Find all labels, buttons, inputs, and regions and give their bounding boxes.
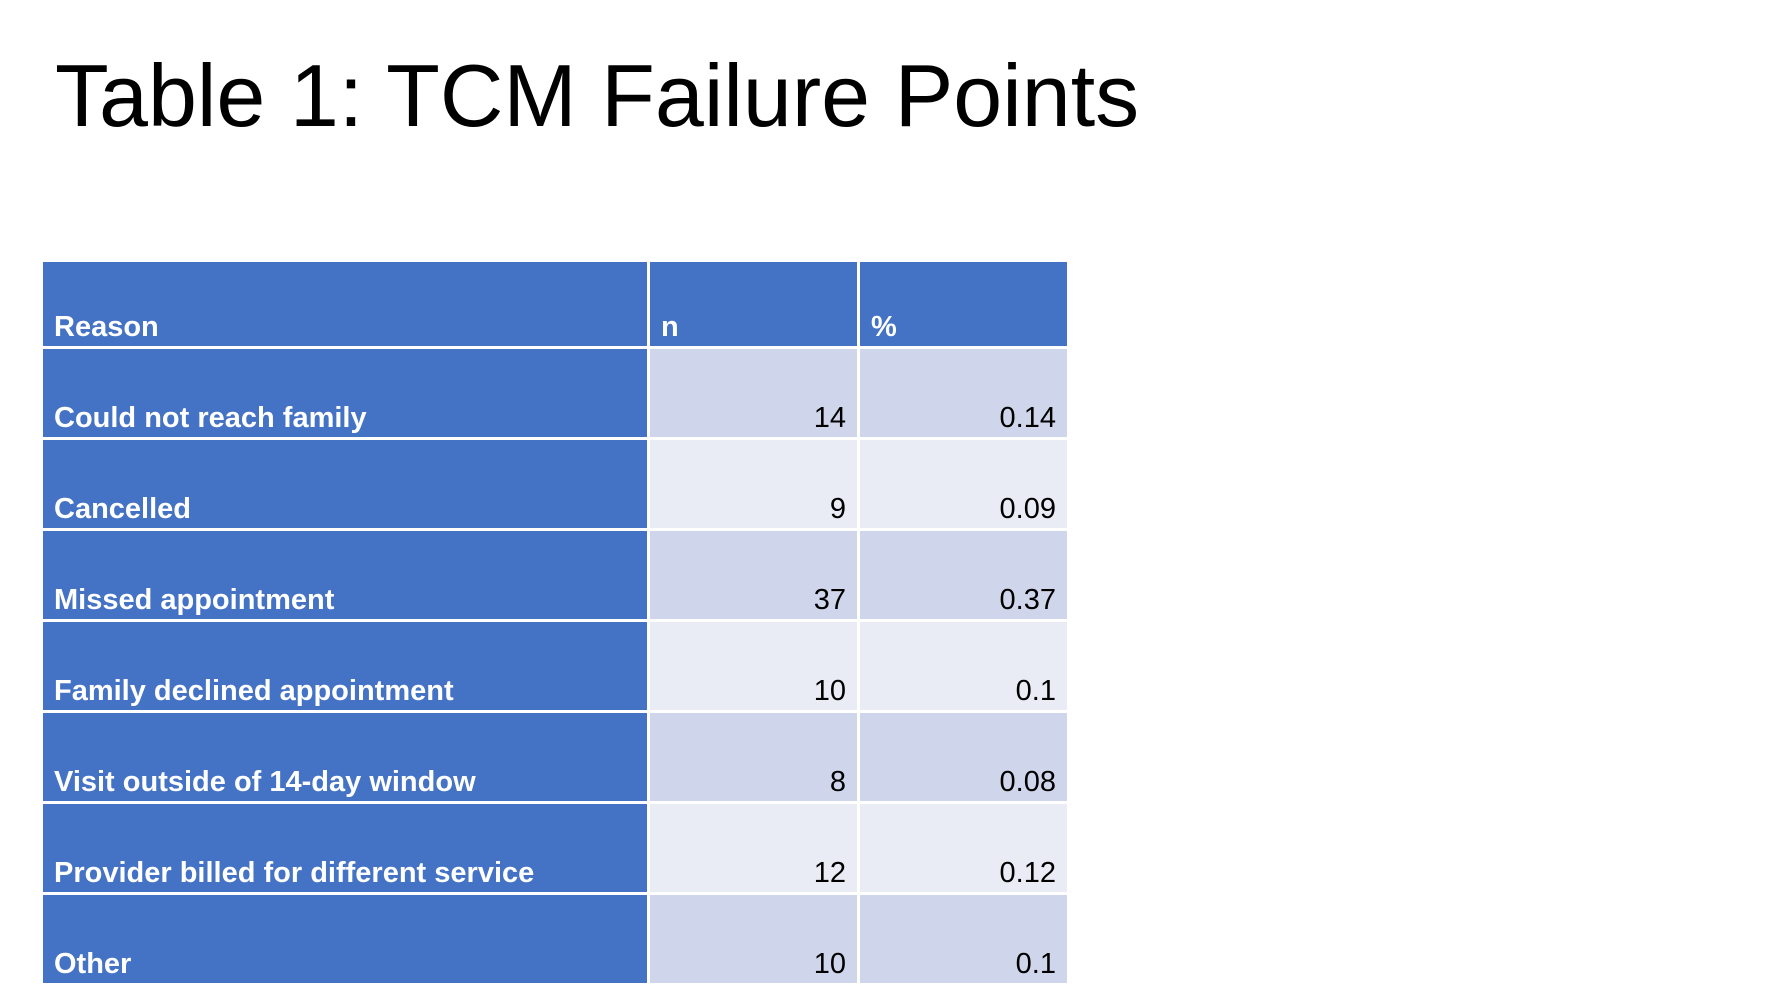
table-row: Visit outside of 14-day window 8 0.08 <box>43 713 1067 801</box>
count-cell: 14 <box>650 349 857 437</box>
table-row: Cancelled 9 0.09 <box>43 440 1067 528</box>
table-row: Family declined appointment 10 0.1 <box>43 622 1067 710</box>
percent-cell: 0.08 <box>860 713 1067 801</box>
percent-cell: 0.37 <box>860 531 1067 619</box>
percent-cell: 0.1 <box>860 622 1067 710</box>
failure-points-table: Reason n % Could not reach family 14 0.1… <box>40 259 1070 986</box>
percent-cell: 0.14 <box>860 349 1067 437</box>
percent-cell: 0.1 <box>860 895 1067 983</box>
reason-cell: Could not reach family <box>43 349 647 437</box>
reason-cell: Family declined appointment <box>43 622 647 710</box>
count-cell: 8 <box>650 713 857 801</box>
count-cell: 9 <box>650 440 857 528</box>
reason-cell: Provider billed for different service <box>43 804 647 892</box>
page-title: Table 1: TCM Failure Points <box>55 46 1140 145</box>
table-row: Other 10 0.1 <box>43 895 1067 983</box>
table-row: Missed appointment 37 0.37 <box>43 531 1067 619</box>
column-header-percent: % <box>860 262 1067 346</box>
percent-cell: 0.09 <box>860 440 1067 528</box>
reason-cell: Other <box>43 895 647 983</box>
count-cell: 12 <box>650 804 857 892</box>
count-cell: 37 <box>650 531 857 619</box>
table-row: Could not reach family 14 0.14 <box>43 349 1067 437</box>
column-header-n: n <box>650 262 857 346</box>
table-header-row: Reason n % <box>43 262 1067 346</box>
count-cell: 10 <box>650 622 857 710</box>
reason-cell: Missed appointment <box>43 531 647 619</box>
percent-cell: 0.12 <box>860 804 1067 892</box>
column-header-reason: Reason <box>43 262 647 346</box>
reason-cell: Visit outside of 14-day window <box>43 713 647 801</box>
table-row: Provider billed for different service 12… <box>43 804 1067 892</box>
count-cell: 10 <box>650 895 857 983</box>
reason-cell: Cancelled <box>43 440 647 528</box>
